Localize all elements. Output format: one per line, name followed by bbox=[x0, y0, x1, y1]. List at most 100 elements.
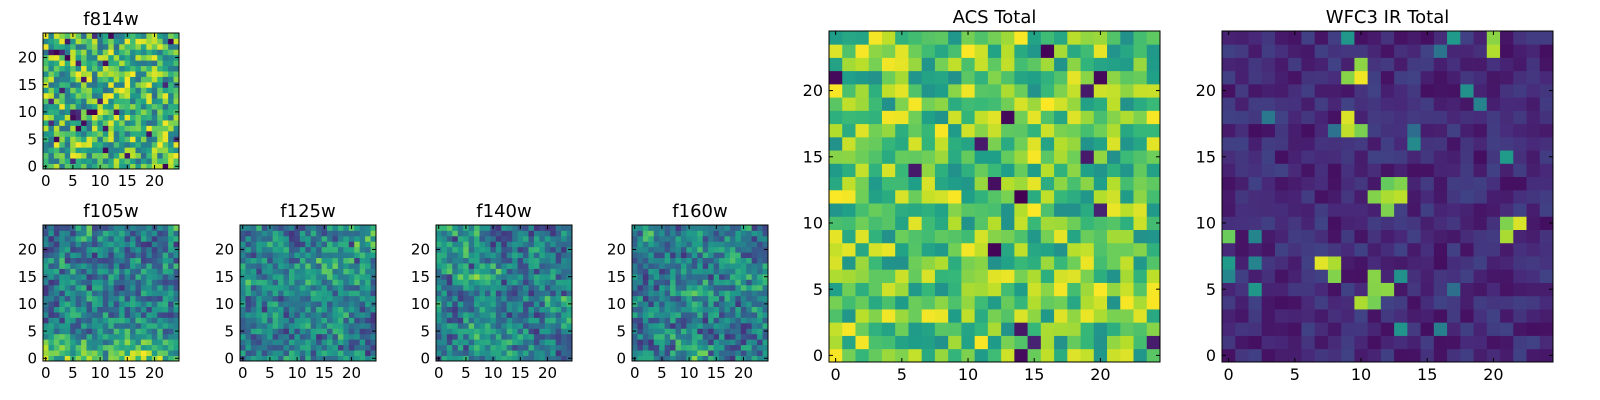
heatmap-cell bbox=[691, 322, 698, 329]
heatmap-cell bbox=[1380, 110, 1395, 125]
heatmap-cell bbox=[452, 350, 459, 356]
heatmap-cell bbox=[895, 176, 909, 191]
heatmap-cell bbox=[343, 268, 350, 275]
heatmap-cell bbox=[91, 312, 98, 318]
heatmap-cell bbox=[648, 235, 655, 242]
heatmap-cell bbox=[691, 284, 698, 291]
heatmap-cell bbox=[1133, 110, 1148, 125]
heatmap-cell bbox=[108, 49, 115, 56]
heatmap-cell bbox=[250, 339, 257, 346]
heatmap-cell bbox=[1235, 163, 1249, 178]
heatmap-cell bbox=[53, 109, 60, 115]
heatmap-cell bbox=[702, 263, 709, 269]
heatmap-cell bbox=[70, 98, 77, 105]
heatmap-cell bbox=[108, 252, 115, 259]
heatmap-cell bbox=[75, 125, 82, 132]
heatmap-cell bbox=[1327, 322, 1342, 336]
heatmap-cell bbox=[130, 38, 136, 45]
heatmap-cell bbox=[921, 70, 936, 85]
heatmap-cell bbox=[1288, 256, 1302, 270]
heatmap-cell bbox=[140, 76, 147, 83]
heatmap-cell bbox=[162, 114, 169, 121]
heatmap-cell bbox=[457, 350, 464, 356]
heatmap-cell bbox=[512, 295, 518, 302]
heatmap-cell bbox=[441, 263, 448, 269]
heatmap-cell bbox=[1526, 229, 1541, 244]
heatmap-cell bbox=[146, 235, 153, 242]
heatmap-cell bbox=[664, 317, 671, 324]
heatmap-cell bbox=[550, 273, 557, 280]
heatmap-cell bbox=[544, 306, 551, 313]
heatmap-cell bbox=[59, 125, 66, 132]
heatmap-cell bbox=[517, 252, 524, 259]
heatmap-cell bbox=[91, 147, 98, 154]
y-tick-label: 5 bbox=[27, 322, 37, 340]
heatmap-cell bbox=[168, 252, 174, 259]
heatmap-cell bbox=[1354, 229, 1369, 244]
heatmap-cell bbox=[1513, 136, 1527, 151]
heatmap-cell bbox=[1080, 83, 1095, 98]
heatmap-cell bbox=[278, 306, 284, 313]
heatmap-cell bbox=[75, 268, 82, 275]
heatmap-cell bbox=[550, 301, 557, 307]
heatmap-cell bbox=[124, 328, 131, 335]
heatmap-cell bbox=[881, 83, 896, 98]
heatmap-cell bbox=[1235, 150, 1249, 164]
heatmap-cell bbox=[1341, 110, 1355, 125]
heatmap-cell bbox=[713, 279, 720, 286]
heatmap-cell bbox=[348, 235, 355, 242]
heatmap-cell bbox=[327, 312, 333, 318]
heatmap-cell bbox=[441, 268, 448, 275]
heatmap-cell bbox=[97, 290, 104, 297]
heatmap-cell bbox=[948, 57, 962, 72]
heatmap-cell bbox=[135, 290, 142, 297]
heatmap-cell bbox=[146, 38, 153, 45]
heatmap-cell bbox=[446, 235, 453, 242]
heatmap-cell bbox=[81, 225, 87, 231]
heatmap-cell bbox=[1473, 348, 1488, 363]
heatmap-cell bbox=[48, 163, 55, 170]
heatmap-cell bbox=[48, 273, 55, 280]
heatmap-cell bbox=[359, 355, 366, 362]
heatmap-cell bbox=[881, 256, 896, 270]
heatmap-cell bbox=[113, 257, 120, 264]
heatmap-cell bbox=[506, 290, 513, 297]
heatmap-cell bbox=[512, 328, 518, 335]
heatmap-cell bbox=[719, 225, 725, 231]
heatmap-cell bbox=[245, 284, 252, 291]
heatmap-cell bbox=[119, 225, 125, 231]
heatmap-cell bbox=[316, 252, 322, 259]
heatmap-cell bbox=[370, 241, 377, 248]
heatmap-cell bbox=[124, 87, 131, 94]
heatmap-cell bbox=[267, 279, 274, 286]
heatmap-cell bbox=[561, 241, 567, 248]
heatmap-cell bbox=[43, 344, 49, 351]
x-tick-label: 10 bbox=[288, 364, 307, 382]
heatmap-cell bbox=[1107, 322, 1121, 336]
heatmap-cell bbox=[697, 268, 704, 275]
heatmap-cell bbox=[1341, 295, 1355, 310]
heatmap-cell bbox=[102, 114, 109, 121]
heatmap-cell bbox=[729, 252, 736, 259]
heatmap-cell bbox=[908, 256, 923, 270]
heatmap-cell bbox=[1054, 295, 1068, 310]
heatmap-cell bbox=[881, 348, 896, 363]
heatmap-cell bbox=[544, 322, 551, 329]
heatmap-cell bbox=[895, 70, 909, 85]
heatmap-cell bbox=[708, 257, 714, 264]
heatmap-cell bbox=[675, 273, 682, 280]
heatmap-cell bbox=[735, 344, 742, 351]
heatmap-cell bbox=[691, 301, 698, 307]
heatmap-cell bbox=[921, 322, 936, 336]
heatmap-cell bbox=[523, 317, 529, 324]
heatmap-cell bbox=[1433, 189, 1448, 204]
heatmap-cell bbox=[653, 290, 660, 297]
heatmap-cell bbox=[91, 339, 98, 346]
heatmap-cell bbox=[1301, 123, 1316, 138]
heatmap-cell bbox=[539, 273, 546, 280]
heatmap-cell bbox=[130, 141, 136, 148]
heatmap-cell bbox=[86, 152, 93, 159]
heatmap-cell bbox=[168, 339, 174, 346]
heatmap-cell bbox=[1539, 176, 1554, 191]
heatmap-cell bbox=[555, 355, 562, 362]
